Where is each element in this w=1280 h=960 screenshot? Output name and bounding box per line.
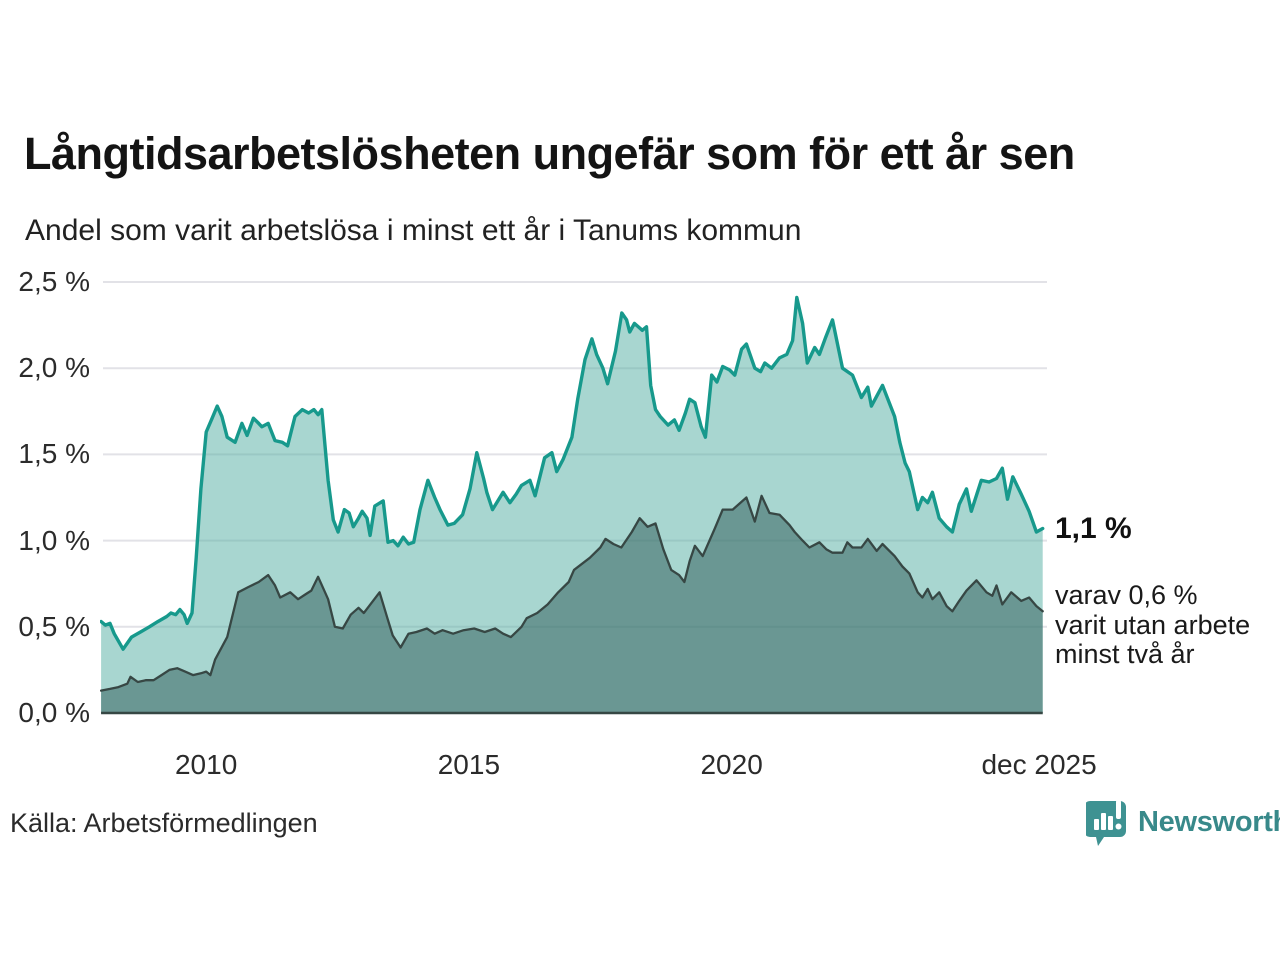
two-year-note-label: varav 0,6 % varit utan arbete minst två … xyxy=(1055,580,1251,670)
unemployment-area-chart xyxy=(99,281,1047,715)
note-line-3: minst två år xyxy=(1055,639,1195,669)
area-fill-two-years xyxy=(101,495,1043,713)
x-tick-label: 2015 xyxy=(437,749,501,780)
line-one-year xyxy=(99,295,1045,651)
y-tick-label: 1,5 % xyxy=(18,438,90,470)
y-tick-label: 2,5 % xyxy=(18,266,90,297)
newsworthy-pin-barchart-icon xyxy=(1084,800,1130,857)
brand-wordmark: Newsworthy xyxy=(1138,806,1280,838)
x-tick-label: 2020 xyxy=(700,749,763,780)
note-line-1: varav 0,6 % xyxy=(1055,580,1198,610)
page-title: Långtidsarbetslösheten ungefär som för e… xyxy=(24,128,1075,179)
brand-logo: Newsworthy xyxy=(1084,800,1280,850)
line-two-years xyxy=(99,494,1044,692)
note-line-2: varit utan arbete xyxy=(1055,609,1251,640)
y-tick-label: 0,5 % xyxy=(18,610,90,642)
y-tick-label: 2,0 % xyxy=(18,352,90,384)
y-tick-label: 0,0 % xyxy=(18,697,90,728)
latest-value-label: 1,1 % xyxy=(1055,512,1132,545)
x-tick-label: dec 2025 xyxy=(981,749,1097,780)
source-credit: Källa: Arbetsförmedlingen xyxy=(10,808,318,838)
chart-subtitle: Andel som varit arbetslösa i minst ett å… xyxy=(25,214,802,247)
plot-area xyxy=(99,270,1050,730)
x-tick-label: 2010 xyxy=(174,749,238,780)
y-tick-label: 1,0 % xyxy=(18,524,90,556)
